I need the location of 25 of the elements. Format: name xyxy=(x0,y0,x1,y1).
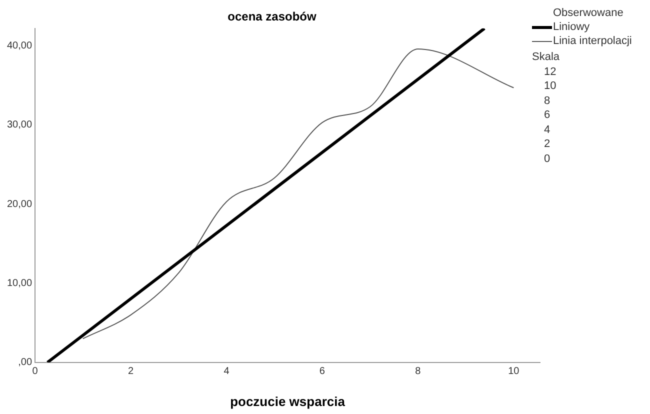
y-tick-label: ,00 xyxy=(18,357,32,368)
x-tick-label: 4 xyxy=(224,366,230,378)
text: 4 xyxy=(543,122,552,137)
line-series xyxy=(82,48,514,340)
legend-label: Liniowy xyxy=(553,20,590,34)
x-tick-label: 10 xyxy=(508,366,520,378)
y-tick-label: 10,00 xyxy=(6,278,32,290)
legend-label: Linia interpolacji xyxy=(553,34,632,48)
x-tick-label: 0 xyxy=(32,366,38,378)
legend-title: Obserwowane xyxy=(552,6,624,20)
chart-title: ocena zasobów xyxy=(228,10,318,24)
x-tick-label: 2 xyxy=(128,366,134,378)
y-tick-label: 40,00 xyxy=(6,40,32,52)
y-tick-label: 20,00 xyxy=(6,198,32,210)
x-tick-label: 8 xyxy=(415,366,422,378)
y-tick-label: 30,00 xyxy=(6,120,32,131)
text: 8 xyxy=(543,94,552,108)
text: 10 xyxy=(543,79,558,94)
text: 12 xyxy=(543,64,558,79)
x-axis-title: poczucie wsparcia xyxy=(230,394,346,409)
text: 0 xyxy=(543,152,552,166)
x-tick-label: 6 xyxy=(319,366,326,378)
text: 6 xyxy=(543,108,552,122)
text: 2 xyxy=(543,137,552,152)
annotation: Skala xyxy=(532,50,561,64)
